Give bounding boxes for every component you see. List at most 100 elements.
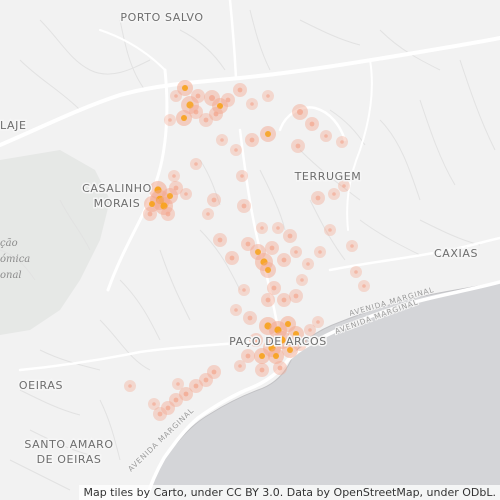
data-point[interactable] (237, 199, 251, 213)
data-point[interactable] (277, 293, 291, 307)
data-point[interactable] (213, 233, 227, 247)
data-point[interactable] (346, 240, 358, 252)
data-point[interactable] (238, 284, 250, 296)
data-point-core (293, 331, 299, 337)
data-point[interactable] (179, 387, 193, 401)
data-point[interactable] (181, 96, 199, 114)
data-point[interactable] (292, 104, 308, 120)
data-point-core (297, 341, 303, 347)
data-point[interactable] (324, 224, 336, 236)
data-point[interactable] (207, 365, 221, 379)
data-point[interactable] (277, 253, 291, 267)
data-point-core (211, 197, 217, 203)
data-point[interactable] (170, 90, 182, 102)
data-point[interactable] (312, 316, 324, 328)
data-point[interactable] (172, 378, 184, 390)
data-point[interactable] (169, 181, 183, 195)
data-point[interactable] (246, 98, 258, 110)
data-point[interactable] (350, 266, 362, 278)
label-caxias: CAXIAS (434, 247, 478, 260)
data-point[interactable] (260, 126, 276, 142)
data-point-core (172, 174, 176, 178)
data-point[interactable] (304, 324, 316, 336)
data-point[interactable] (267, 281, 281, 295)
data-point[interactable] (254, 348, 270, 364)
data-point[interactable] (148, 398, 160, 410)
data-point-core (316, 320, 320, 324)
data-point[interactable] (199, 373, 213, 387)
data-point[interactable] (190, 158, 202, 170)
data-point[interactable] (314, 246, 326, 258)
data-point[interactable] (169, 393, 183, 407)
data-point[interactable] (328, 188, 340, 200)
data-point[interactable] (241, 349, 255, 363)
data-point[interactable] (216, 134, 228, 146)
data-point[interactable] (288, 326, 304, 342)
data-point[interactable] (161, 207, 175, 221)
data-point[interactable] (153, 407, 167, 421)
data-point[interactable] (144, 196, 160, 212)
data-point[interactable] (302, 258, 314, 270)
data-point[interactable] (234, 360, 246, 372)
data-point[interactable] (230, 144, 242, 156)
data-point[interactable] (260, 262, 276, 278)
data-point[interactable] (245, 133, 259, 147)
data-point[interactable] (225, 251, 239, 265)
data-point[interactable] (291, 139, 305, 153)
data-point[interactable] (283, 229, 297, 243)
data-point-core (238, 364, 242, 368)
data-point[interactable] (202, 208, 214, 220)
data-point[interactable] (241, 237, 255, 251)
data-point[interactable] (265, 241, 279, 255)
data-point[interactable] (199, 113, 213, 127)
data-point[interactable] (358, 280, 370, 292)
data-point[interactable] (311, 191, 325, 205)
data-point[interactable] (256, 222, 268, 234)
points-layer[interactable] (124, 80, 370, 421)
data-point-core (203, 117, 209, 123)
data-point[interactable] (255, 363, 269, 377)
data-point[interactable] (262, 90, 274, 102)
data-point[interactable] (180, 188, 192, 200)
data-point[interactable] (189, 105, 203, 119)
data-point[interactable] (230, 304, 242, 316)
data-point[interactable] (305, 117, 319, 131)
data-point[interactable] (176, 110, 192, 126)
data-point[interactable] (207, 193, 221, 207)
data-point-core (294, 250, 298, 254)
data-point[interactable] (212, 98, 228, 114)
data-point[interactable] (168, 170, 180, 182)
data-point-core (128, 384, 132, 388)
data-point[interactable] (261, 293, 275, 307)
data-point[interactable] (124, 380, 136, 392)
data-point[interactable] (289, 289, 303, 303)
data-point[interactable] (268, 348, 284, 364)
data-point[interactable] (233, 83, 247, 97)
data-point[interactable] (282, 342, 298, 358)
data-point[interactable] (177, 80, 193, 96)
data-point[interactable] (236, 170, 248, 182)
data-point-core (265, 297, 271, 303)
data-point[interactable] (272, 222, 284, 234)
data-point[interactable] (290, 246, 302, 258)
park-label-line3: onal (0, 270, 22, 281)
data-point[interactable] (273, 361, 287, 375)
data-point[interactable] (143, 207, 157, 221)
data-point[interactable] (296, 274, 308, 286)
data-point[interactable] (255, 253, 273, 271)
data-point[interactable] (293, 337, 307, 351)
data-point[interactable] (209, 107, 223, 121)
data-point[interactable] (221, 93, 235, 107)
data-point[interactable] (164, 114, 176, 126)
data-point[interactable] (162, 188, 178, 204)
data-point[interactable] (338, 180, 350, 192)
data-point[interactable] (243, 311, 257, 325)
data-point[interactable] (336, 136, 348, 148)
data-point[interactable] (249, 333, 263, 347)
data-point[interactable] (320, 130, 332, 142)
data-point[interactable] (161, 401, 175, 415)
data-point[interactable] (189, 379, 203, 393)
data-point[interactable] (191, 89, 205, 103)
